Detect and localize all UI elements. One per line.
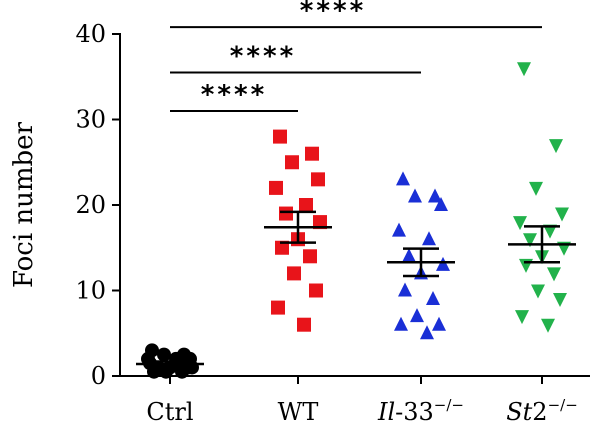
data-point: [513, 216, 527, 231]
axes: [119, 33, 590, 377]
data-point: [157, 347, 171, 362]
y-axis-title: Foci number: [9, 121, 39, 288]
data-point: [287, 266, 301, 281]
data-point: [313, 215, 327, 230]
data-point: [303, 249, 317, 264]
significance-brackets: ************: [170, 0, 542, 112]
data-point: [519, 258, 533, 273]
data-point: [305, 146, 319, 161]
significance-label: ****: [230, 41, 296, 71]
x-tick-label: St2−/−: [506, 396, 578, 426]
data-point: [394, 316, 408, 331]
data-point: [279, 206, 293, 221]
data-point: [517, 62, 531, 77]
data-point: [159, 364, 173, 379]
data-point: [398, 282, 412, 297]
data-point: [426, 291, 440, 306]
x-tick-label: WT: [278, 398, 319, 426]
data-point: [275, 240, 289, 255]
y-axis-ticks: 0 10 20 30 40: [75, 20, 120, 390]
data-point: [392, 222, 406, 237]
data-point: [555, 207, 569, 222]
data-point: [273, 129, 287, 144]
data-point: [541, 318, 555, 333]
x-axis-ticks: Ctrl WT Il-33−/− St2−/−: [146, 376, 578, 426]
data-point: [396, 171, 410, 186]
y-tick-label: 30: [75, 106, 106, 134]
data-point: [523, 233, 537, 248]
data-point: [410, 308, 424, 323]
data-point: [549, 139, 563, 154]
data-point: [531, 284, 545, 299]
data-point: [543, 224, 557, 239]
data-point: [420, 325, 434, 340]
significance-label: ****: [201, 80, 267, 110]
series-st2: [513, 62, 571, 333]
data-point: [271, 300, 285, 315]
y-tick-label: 0: [91, 362, 106, 390]
y-tick-label: 40: [75, 20, 106, 48]
significance-label: ****: [300, 0, 366, 26]
data-point: [285, 155, 299, 170]
data-point: [297, 317, 311, 332]
error-bars: [136, 210, 576, 368]
data-point: [529, 181, 543, 196]
x-tick-label: Il-33−/−: [377, 396, 464, 426]
data-point: [434, 197, 448, 211]
data-point: [269, 180, 283, 195]
data-point: [309, 283, 323, 298]
y-tick-label: 10: [75, 277, 106, 305]
data-point: [515, 310, 529, 325]
data-point: [553, 293, 567, 308]
y-tick-label: 20: [75, 191, 106, 219]
data-point: [436, 256, 450, 271]
data-point: [402, 248, 416, 263]
data-point: [428, 188, 442, 203]
series-il-33: [392, 171, 450, 340]
data-point: [299, 198, 313, 212]
data-point: [547, 267, 561, 282]
data-point: [422, 231, 436, 246]
data-point: [408, 188, 422, 203]
x-tick-label: Ctrl: [146, 398, 193, 426]
data-point: [311, 172, 325, 187]
data-point: [432, 316, 446, 331]
